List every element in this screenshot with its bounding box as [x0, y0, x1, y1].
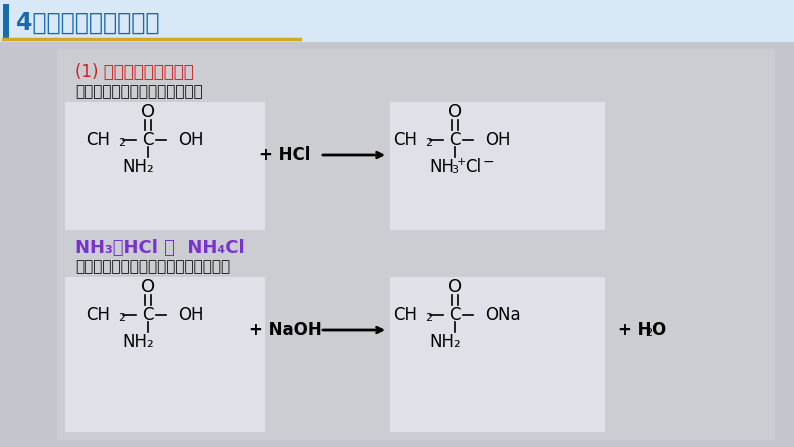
- Text: OH: OH: [485, 131, 511, 149]
- Text: +: +: [457, 157, 466, 167]
- Text: CH: CH: [86, 131, 110, 149]
- Text: C: C: [142, 131, 154, 149]
- Text: CH: CH: [86, 306, 110, 324]
- Text: 2: 2: [426, 138, 433, 148]
- Text: CH: CH: [393, 306, 417, 324]
- Text: 2: 2: [426, 313, 433, 323]
- Text: 4、氨基酸的化学性质: 4、氨基酸的化学性质: [16, 11, 160, 35]
- Text: O: O: [141, 278, 155, 296]
- Text: NH₂: NH₂: [429, 333, 461, 351]
- Text: 2: 2: [118, 313, 125, 323]
- Text: + NaOH: + NaOH: [249, 321, 322, 339]
- Text: O: O: [651, 321, 665, 339]
- Text: ONa: ONa: [485, 306, 521, 324]
- Text: C: C: [449, 131, 461, 149]
- Text: O: O: [448, 103, 462, 121]
- Text: NH: NH: [429, 158, 454, 176]
- Text: C: C: [449, 306, 461, 324]
- Text: + H: + H: [618, 321, 652, 339]
- FancyBboxPatch shape: [0, 0, 794, 42]
- FancyBboxPatch shape: [57, 49, 775, 440]
- FancyBboxPatch shape: [390, 277, 605, 432]
- Text: OH: OH: [178, 306, 203, 324]
- Text: (1) 两性：能与酸硨反应: (1) 两性：能与酸硨反应: [75, 63, 194, 81]
- Text: −: −: [483, 155, 495, 169]
- FancyBboxPatch shape: [65, 102, 265, 230]
- FancyBboxPatch shape: [3, 4, 9, 38]
- Text: 甘氨酸与稀盐酸的反应方程式：: 甘氨酸与稀盐酸的反应方程式：: [75, 84, 202, 100]
- Text: NH₂: NH₂: [122, 333, 154, 351]
- Text: 3: 3: [451, 165, 458, 175]
- Text: 2: 2: [118, 138, 125, 148]
- Text: O: O: [141, 103, 155, 121]
- Text: 2: 2: [645, 328, 652, 338]
- Text: Cl: Cl: [465, 158, 481, 176]
- Text: 甘氨酸与氮氧化钓溶液的反应方程式：: 甘氨酸与氮氧化钓溶液的反应方程式：: [75, 260, 230, 274]
- Text: O: O: [448, 278, 462, 296]
- Text: CH: CH: [393, 131, 417, 149]
- FancyBboxPatch shape: [390, 102, 605, 230]
- Text: OH: OH: [178, 131, 203, 149]
- Text: + HCl: + HCl: [260, 146, 310, 164]
- Text: C: C: [142, 306, 154, 324]
- Text: NH₃＋HCl ＝  NH₄Cl: NH₃＋HCl ＝ NH₄Cl: [75, 239, 245, 257]
- FancyBboxPatch shape: [65, 277, 265, 432]
- Text: NH₂: NH₂: [122, 158, 154, 176]
